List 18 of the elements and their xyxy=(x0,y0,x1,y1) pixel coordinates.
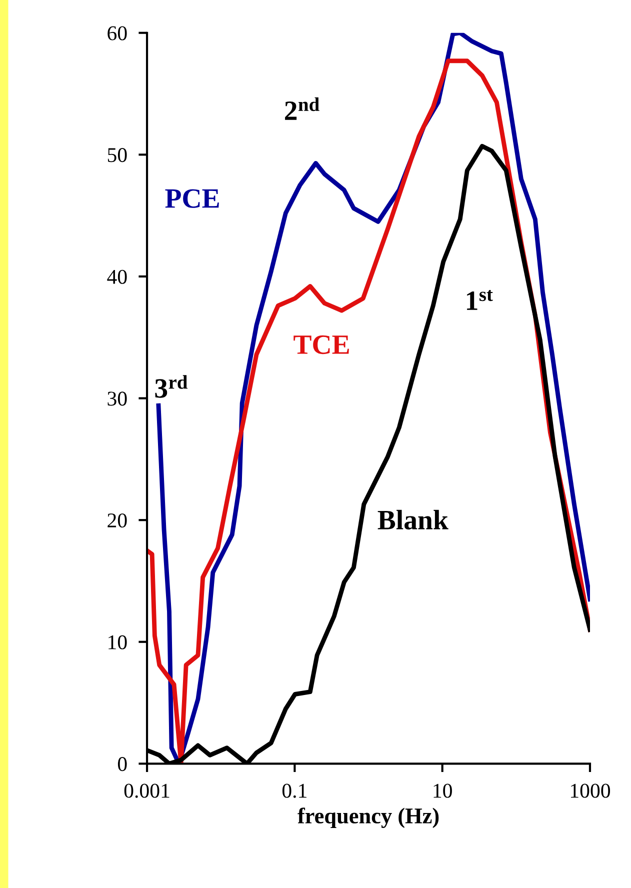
x-tick-label: 0.001 xyxy=(124,784,170,798)
y-tick-label: 10 xyxy=(108,635,127,650)
y-tick-label: 40 xyxy=(107,270,127,284)
annotation: 1$^{st}$ xyxy=(467,290,493,310)
annotation: 3$^{rd}$ xyxy=(155,375,188,398)
y-tick-label: 50 xyxy=(108,148,127,162)
x-tick-label: 1000 xyxy=(570,784,610,798)
series-label: Blank xyxy=(378,510,448,530)
y-tick-label: 0 xyxy=(118,757,127,772)
y-tick-label: 60 xyxy=(108,26,127,40)
annotation: 2$^{nd}$ xyxy=(285,97,320,120)
text: PCE xyxy=(165,189,219,208)
x-tick-label: 0.1 xyxy=(282,784,306,798)
x-axis-title: frequency (Hz) xyxy=(298,808,439,828)
x-tick-label: 10 xyxy=(434,784,452,798)
y-tick-label: 20 xyxy=(108,513,127,528)
series-label: TCE xyxy=(294,335,349,354)
y-tick-label: 30 xyxy=(108,392,127,406)
